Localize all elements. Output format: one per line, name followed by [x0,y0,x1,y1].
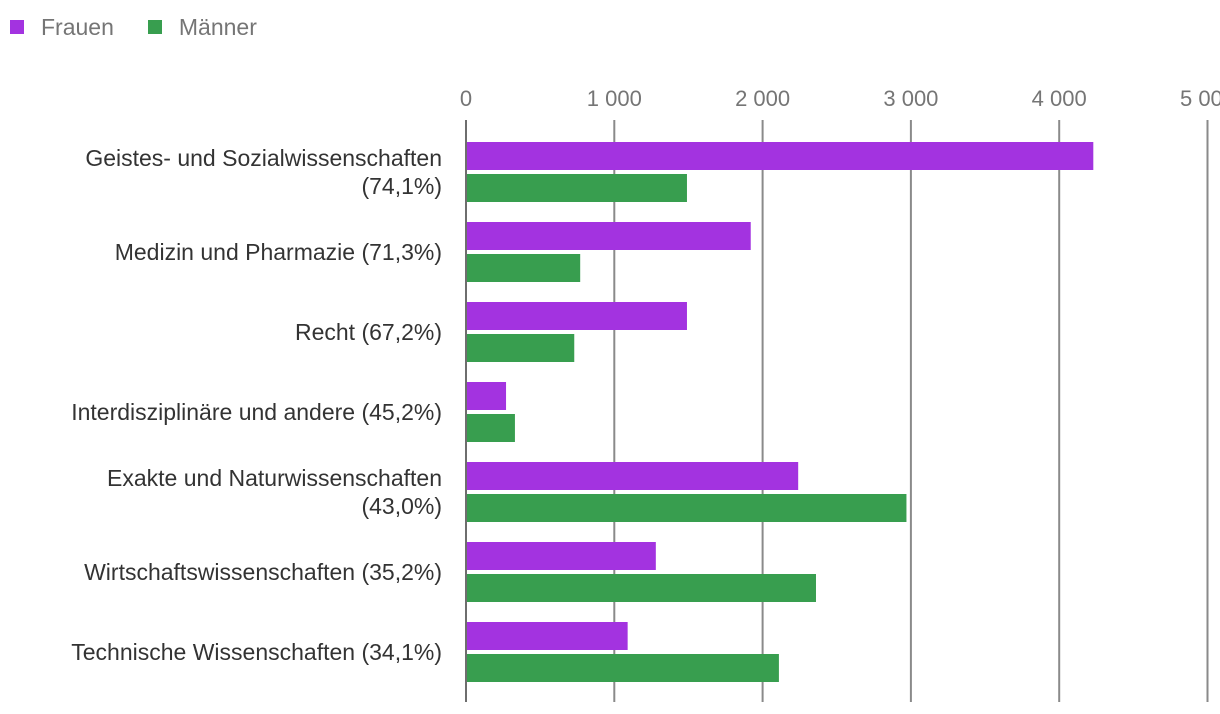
legend-swatch-maenner [147,20,162,34]
category-label: Geistes- und Sozialwissenschaften (74,1%) [85,145,442,199]
legend-label-maenner: Männer [178,13,257,40]
legend-swatch-frauen [10,20,24,34]
bar-maenner[interactable] [467,654,779,682]
bar-frauen[interactable] [467,382,507,410]
bar-frauen[interactable] [467,542,656,570]
category-label: Interdisziplinäre und andere (45,2%) [71,399,442,425]
x-tick-label: 5 000 [1180,86,1220,111]
category-label: Wirtschaftswissenschaften (35,2%) [84,559,442,585]
x-tick-label: 0 [460,86,472,111]
legend-item-maenner[interactable]: Männer [147,13,257,41]
x-tick-label: 3 000 [883,86,938,111]
bar-frauen[interactable] [467,622,628,650]
bar-frauen[interactable] [467,142,1094,170]
bar-maenner[interactable] [467,574,816,602]
bar-frauen[interactable] [467,302,687,330]
x-tick-label: 2 000 [735,86,790,111]
legend: Frauen Männer [10,12,291,42]
x-tick-label: 4 000 [1032,86,1087,111]
legend-label-frauen: Frauen [41,13,114,40]
category-label: Technische Wissenschaften (34,1%) [71,639,442,665]
legend-item-frauen[interactable]: Frauen [10,14,114,41]
category-label: Recht (67,2%) [295,319,442,345]
category-label: Medizin und Pharmazie (71,3%) [115,239,442,265]
x-tick-label: 1 000 [587,86,642,111]
bar-frauen[interactable] [467,462,799,490]
bar-frauen[interactable] [467,222,751,250]
bar-maenner[interactable] [467,334,575,362]
category-label: Exakte und Naturwissenschaften (43,0%) [107,465,442,519]
bar-maenner[interactable] [467,174,687,202]
bar-maenner[interactable] [467,414,515,442]
bar-maenner[interactable] [467,494,907,522]
bar-maenner[interactable] [467,254,581,282]
